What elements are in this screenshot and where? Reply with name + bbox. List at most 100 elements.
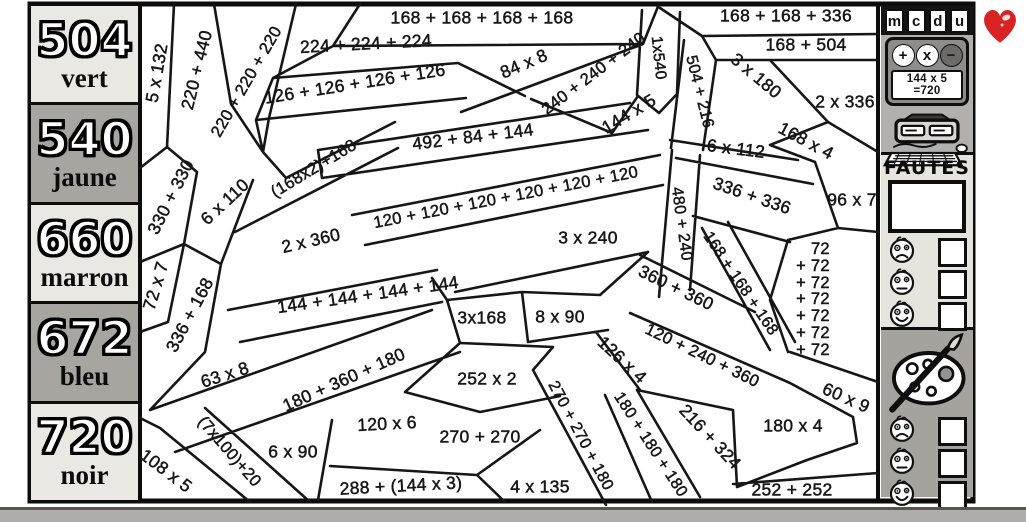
puzzle-cell[interactable]: 84 x 8: [497, 44, 551, 83]
puzzle-cell[interactable]: 492 + 84 + 144: [411, 119, 535, 154]
neutral-checkbox[interactable]: [938, 449, 967, 478]
puzzle-cell[interactable]: 63 x 8: [198, 357, 252, 392]
puzzle-cell[interactable]: 72 x 7: [138, 259, 173, 313]
fautes-label: FAUTES: [884, 157, 970, 179]
legend-color-name: vert: [61, 62, 108, 93]
puzzle-cell[interactable]: 336 + 168: [161, 274, 218, 356]
minus-icon: −: [939, 44, 963, 67]
puzzle-cell[interactable]: 120 + 240 + 360: [642, 320, 763, 391]
puzzle-cell[interactable]: 6 x 110: [196, 174, 253, 229]
smiley-row-sad: [887, 414, 967, 449]
puzzle-cell[interactable]: 180 x 4: [763, 415, 823, 436]
puzzle-cell[interactable]: 216 + 324: [675, 400, 746, 474]
calculator-box: + x − 144 x 5 =720: [885, 37, 969, 106]
legend-item-bleu: 672 bleu: [31, 301, 138, 401]
puzzle-cell[interactable]: 252 + 252: [751, 479, 833, 500]
puzzle-cell[interactable]: 1x540: [647, 35, 670, 81]
puzzle-cell[interactable]: 168 + 168 + 168 + 168: [390, 7, 574, 28]
puzzle-cell[interactable]: 224 + 224 + 224: [299, 30, 433, 57]
legend-item-jaune: 540 jaune: [31, 102, 138, 202]
puzzle-cell[interactable]: 504 + 216: [682, 53, 717, 131]
puzzle-cell[interactable]: 288 + (144 x 3): [339, 472, 463, 499]
mcdu-box-m: m: [885, 9, 904, 33]
plus-icon: +: [891, 44, 915, 67]
legend-item-noir: 720 noir: [31, 400, 138, 501]
legend-value: 660: [35, 211, 134, 266]
smiley-row-neutral: [887, 447, 967, 479]
puzzle-cell[interactable]: 168 + 168 + 336: [720, 5, 852, 26]
puzzle-cell[interactable]: 330 + 330: [143, 156, 198, 238]
fautes-write-box[interactable]: [888, 180, 966, 233]
legend-value: 720: [35, 410, 134, 465]
mcdu-box-c: c: [906, 9, 926, 33]
puzzle-cell[interactable]: 168 x 4: [775, 117, 838, 164]
sad-checkbox[interactable]: [938, 417, 967, 446]
operations-row: + x −: [891, 44, 963, 67]
sad-face-icon: [887, 235, 917, 270]
puzzle-cell[interactable]: 220 + 220 + 220: [207, 23, 286, 141]
puzzle-cell[interactable]: 126 + 126 + 126 + 126: [263, 59, 447, 108]
puzzle-cell[interactable]: (7x100)+20: [194, 412, 265, 491]
puzzle-cell[interactable]: 168 + 504: [765, 34, 847, 55]
puzzle-cell[interactable]: 72 + 72 + 72 + 72 + 72 + 72 + 72: [796, 240, 830, 360]
puzzle-cell[interactable]: 120 + 120 + 120 + 120 + 120 + 120: [372, 163, 640, 233]
puzzle-cell[interactable]: 336 + 336: [710, 172, 794, 219]
happy-face-icon: [887, 478, 917, 513]
puzzle-cell[interactable]: 3 x 240: [558, 227, 618, 248]
puzzle-cell[interactable]: 144 x 5: [598, 89, 660, 138]
fautes-smileys: [881, 235, 973, 334]
puzzle-cell[interactable]: 60 x 9: [819, 378, 873, 417]
puzzle-cell[interactable]: 2 x 360: [279, 224, 343, 257]
mcdu-box-d: d: [928, 9, 948, 33]
happy-checkbox[interactable]: [938, 302, 967, 331]
sad-face-icon: [887, 414, 917, 449]
puzzle-cell[interactable]: 6 x 90: [268, 441, 318, 462]
puzzle-cell[interactable]: 3x168: [457, 307, 507, 328]
puzzle-cell[interactable]: 4 x 135: [510, 476, 570, 497]
scan-edge-band: [0, 507, 1026, 522]
brush-icon: [889, 345, 951, 413]
legend-item-marron: 660 marron: [31, 201, 138, 302]
puzzle-cell[interactable]: 360 + 360: [635, 260, 718, 315]
sad-checkbox[interactable]: [938, 238, 967, 267]
puzzle-cell[interactable]: 2 x 336: [815, 91, 875, 112]
puzzle-cell[interactable]: 220 + 440: [177, 28, 217, 112]
puzzle-cell[interactable]: 480 + 240: [667, 185, 696, 262]
puzzle-cell[interactable]: 96 x 7: [827, 189, 877, 210]
legend-value: 504: [35, 12, 134, 67]
puzzle-cell[interactable]: 3 x 180: [727, 48, 786, 103]
legend-color-name: marron: [40, 261, 129, 292]
happy-face-icon: [887, 299, 917, 334]
heart-icon: [979, 5, 1021, 52]
mcdu-box-u: u: [950, 9, 969, 33]
puzzle-cell[interactable]: 144 + 144 + 144 + 144: [275, 271, 460, 318]
puzzle-cell[interactable]: 180 + 180 + 180: [610, 389, 691, 501]
puzzle-cell[interactable]: 108 x 5: [136, 444, 197, 497]
smiley-row-sad: [887, 235, 967, 270]
puzzle-cell[interactable]: 8 x 90: [535, 306, 585, 327]
puzzle-cell[interactable]: 126 x 4: [593, 332, 652, 388]
region-lines: [138, 2, 880, 507]
neutral-checkbox[interactable]: [938, 270, 967, 299]
puzzle-cell[interactable]: 120 x 6: [356, 411, 418, 436]
puzzle-cell[interactable]: 270 + 270: [439, 426, 521, 447]
legend-color-name: noir: [60, 460, 109, 491]
puzzle-cell[interactable]: 180 + 360 + 180: [279, 343, 409, 416]
happy-checkbox[interactable]: [938, 481, 967, 510]
equation-box: 144 x 5 =720: [891, 70, 963, 100]
puzzle-cell[interactable]: 6 x 112: [705, 135, 767, 162]
smiley-row-neutral: [887, 268, 967, 300]
puzzle-cell[interactable]: 252 x 2: [457, 368, 517, 389]
puzzle-cell[interactable]: 168 + 168 + 168: [699, 228, 782, 339]
color-legend: 504 vert 540 jaune 660 marron 672 bleu 720 noir: [31, 6, 138, 501]
computer-icon: [881, 108, 973, 173]
multiply-icon: x: [915, 44, 939, 67]
puzzle-cell[interactable]: (168x2)+168: [267, 136, 360, 202]
smiley-row-happy: [887, 299, 967, 334]
puzzle-cell[interactable]: 5 x 132: [141, 41, 172, 105]
